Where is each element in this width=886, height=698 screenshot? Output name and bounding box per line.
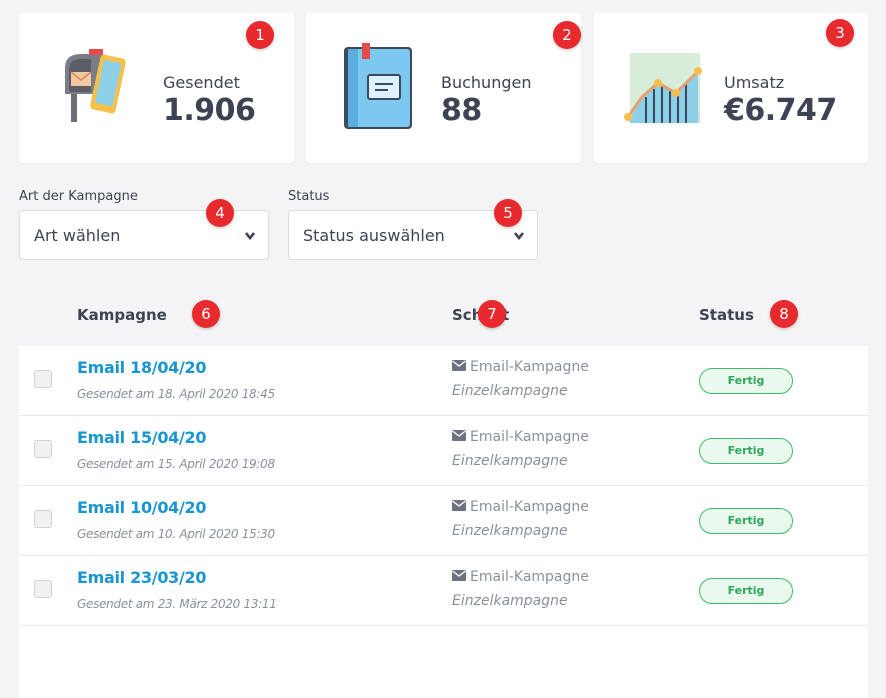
stat-value: €6.747 xyxy=(724,93,837,128)
book-icon xyxy=(340,43,416,137)
envelope-icon xyxy=(452,429,466,445)
campaign-sent-date: Gesendet am 23. März 2020 13:11 xyxy=(77,597,277,611)
campaign-title-link[interactable]: Email 15/04/20 xyxy=(77,428,207,447)
stat-value: 1.906 xyxy=(163,93,256,128)
table-header: Kampagne Schritt Status xyxy=(19,286,868,346)
annotation-badge: 7 xyxy=(478,300,506,328)
status-filter-value: Status auswählen xyxy=(303,226,445,245)
envelope-icon xyxy=(452,569,466,585)
status-badge: Fertig xyxy=(699,438,793,464)
campaign-type: Email-Kampagne xyxy=(452,429,589,445)
campaign-table: Kampagne Schritt Status Email 18/04/20 G… xyxy=(19,286,868,698)
chevron-down-icon xyxy=(513,211,525,282)
campaign-type-text: Email-Kampagne xyxy=(470,499,589,515)
campaign-sent-date: Gesendet am 10. April 2020 15:30 xyxy=(77,527,275,541)
envelope-icon xyxy=(452,499,466,515)
campaign-subtype: Einzelkampagne xyxy=(452,453,568,469)
campaign-title-link[interactable]: Email 18/04/20 xyxy=(77,358,207,377)
row-checkbox[interactable] xyxy=(34,440,52,458)
table-row: Email 23/03/20 Gesendet am 23. März 2020… xyxy=(19,556,868,626)
campaign-type-text: Email-Kampagne xyxy=(470,359,589,375)
stat-label: Umsatz xyxy=(724,73,785,92)
mailbox-phone-icon xyxy=(63,46,133,128)
campaign-type: Email-Kampagne xyxy=(452,569,589,585)
status-filter-label: Status xyxy=(288,189,330,204)
annotation-badge: 6 xyxy=(192,300,220,328)
campaign-subtype: Einzelkampagne xyxy=(452,523,568,539)
envelope-icon xyxy=(452,359,466,375)
annotation-badge: 2 xyxy=(553,21,581,49)
stat-label: Buchungen xyxy=(441,73,532,92)
campaign-subtype: Einzelkampagne xyxy=(452,383,568,399)
annotation-badge: 4 xyxy=(206,199,234,227)
annotation-badge: 5 xyxy=(494,199,522,227)
campaign-type-text: Email-Kampagne xyxy=(470,569,589,585)
status-badge: Fertig xyxy=(699,508,793,534)
campaign-type: Email-Kampagne xyxy=(452,359,589,375)
table-row: Email 10/04/20 Gesendet am 10. April 202… xyxy=(19,486,868,556)
annotation-badge: 8 xyxy=(770,300,798,328)
campaign-type-label: Art der Kampagne xyxy=(19,189,138,204)
row-checkbox[interactable] xyxy=(34,370,52,388)
campaign-subtype: Einzelkampagne xyxy=(452,593,568,609)
column-header-status[interactable]: Status xyxy=(699,306,754,324)
campaign-type-value: Art wählen xyxy=(34,226,121,245)
stat-label: Gesendet xyxy=(163,73,240,92)
campaign-sent-date: Gesendet am 15. April 2020 19:08 xyxy=(77,457,275,471)
annotation-badge: 3 xyxy=(826,19,854,47)
row-checkbox[interactable] xyxy=(34,580,52,598)
growth-chart-icon xyxy=(624,51,704,131)
campaign-sent-date: Gesendet am 18. April 2020 18:45 xyxy=(77,387,275,401)
table-row: Email 15/04/20 Gesendet am 15. April 202… xyxy=(19,416,868,486)
stat-value: 88 xyxy=(441,93,482,128)
status-badge: Fertig xyxy=(699,578,793,604)
campaign-type-text: Email-Kampagne xyxy=(470,429,589,445)
campaign-type: Email-Kampagne xyxy=(452,499,589,515)
stat-card-revenue: Umsatz €6.747 xyxy=(594,13,868,163)
row-checkbox[interactable] xyxy=(34,510,52,528)
column-header-campaign[interactable]: Kampagne xyxy=(77,306,167,324)
table-row: Email 18/04/20 Gesendet am 18. April 202… xyxy=(19,346,868,416)
campaign-title-link[interactable]: Email 10/04/20 xyxy=(77,498,207,517)
chevron-down-icon xyxy=(244,211,256,282)
stat-card-bookings: Buchungen 88 xyxy=(306,13,581,163)
annotation-badge: 1 xyxy=(246,21,274,49)
status-badge: Fertig xyxy=(699,368,793,394)
campaign-title-link[interactable]: Email 23/03/20 xyxy=(77,568,207,587)
